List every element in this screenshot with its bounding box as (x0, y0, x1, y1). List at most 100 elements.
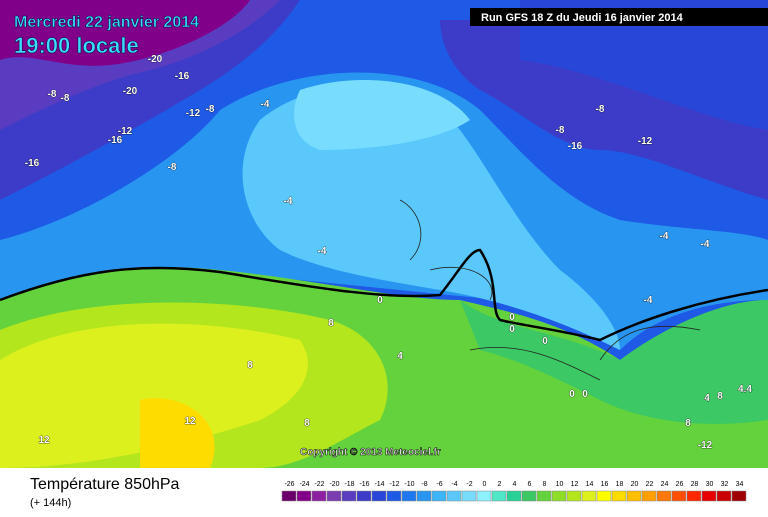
contour-label: -20 (148, 54, 163, 65)
zero-isotherm (0, 248, 768, 342)
contour-label: -16 (108, 135, 123, 146)
contour-label: 0 (542, 336, 548, 347)
legend-swatch (566, 490, 582, 502)
contour-label: -8 (48, 89, 57, 100)
legend-tick-label: 8 (543, 481, 547, 488)
legend-tick-label: -14 (374, 481, 384, 488)
legend-tick-label: -18 (344, 481, 354, 488)
legend-tick-label: 6 (528, 481, 532, 488)
legend-swatch (686, 490, 702, 502)
contour-label: -16 (175, 71, 190, 82)
legend-swatch (716, 490, 732, 502)
run-label: Run GFS 18 Z du Jeudi 16 janvier 2014 (481, 12, 684, 24)
legend-swatch (296, 490, 312, 502)
legend-title: Température 850hPa (30, 476, 180, 493)
legend-tick-label: 14 (586, 481, 594, 488)
legend-tick-label: -6 (436, 481, 442, 488)
contour-label: -8 (596, 104, 605, 115)
legend-swatch (671, 490, 687, 502)
legend-tick-label: 30 (706, 481, 714, 488)
legend-tick-label: -4 (451, 481, 457, 488)
contour-label: 4 (704, 393, 710, 404)
legend-swatch (446, 490, 462, 502)
contour-label: 8 (328, 318, 334, 329)
legend-swatch (596, 490, 612, 502)
legend-swatch (371, 490, 387, 502)
contour-label: 8 (247, 360, 253, 371)
legend-swatch (311, 490, 327, 502)
cold-area (520, 0, 768, 130)
legend-tick-label: 2 (498, 481, 502, 488)
legend-tick-label: 24 (661, 481, 669, 488)
legend-tick-label: 16 (601, 481, 609, 488)
contour-label: -12 (118, 126, 133, 137)
legend-tick-label: -16 (359, 481, 369, 488)
legend-tick-label: 34 (736, 481, 744, 488)
legend-swatch (641, 490, 657, 502)
contour-label: -8 (168, 162, 177, 173)
legend-tick-label: -10 (404, 481, 414, 488)
legend-tick-label: 32 (721, 481, 729, 488)
contour-label: 0 (582, 389, 588, 400)
legend-tick-label: 26 (676, 481, 684, 488)
legend-swatch (656, 490, 672, 502)
legend-swatch (551, 490, 567, 502)
legend-swatch (476, 490, 492, 502)
legend-swatch (626, 490, 642, 502)
contour-label: 12 (184, 416, 196, 427)
contour-label: -4 (701, 239, 710, 250)
warm-area (0, 323, 308, 468)
contour-label: -12 (638, 136, 653, 147)
legend-swatch (281, 490, 297, 502)
contour-label: -12 (698, 440, 713, 451)
contour-label: 4.4 (738, 384, 752, 395)
legend-tick-label: 4 (513, 481, 517, 488)
contour-label: 0 (509, 324, 515, 335)
copyright: Copyright © 2013 Meteociel.fr (300, 447, 441, 458)
contour-label: 0 (509, 312, 515, 323)
legend-swatch (506, 490, 522, 502)
legend-tick-label: 10 (556, 481, 564, 488)
contour-label: -4 (644, 295, 653, 306)
legend-swatch (491, 490, 507, 502)
contour-label: -8 (61, 93, 70, 104)
legend-swatch (326, 490, 342, 502)
contour-label: -8 (556, 125, 565, 136)
legend-tick-label: 18 (616, 481, 624, 488)
contour-label: 8 (717, 391, 723, 402)
coastline (399, 199, 701, 381)
time-label: 19:00 locale (14, 33, 139, 58)
contour-label: -16 (25, 158, 40, 169)
cold-area (0, 0, 250, 66)
contour-label: 0 (569, 389, 575, 400)
legend-swatch (461, 490, 477, 502)
legend-tick-label: 22 (646, 481, 654, 488)
legend-swatch (731, 490, 747, 502)
legend-tick-label: -8 (421, 481, 427, 488)
warm-area (460, 300, 768, 424)
contour-label: -4 (284, 196, 293, 207)
contour-label: 12 (38, 435, 50, 446)
legend-tick-label: -22 (314, 481, 324, 488)
contour-label: 0 (377, 295, 383, 306)
legend-tick-label: -20 (329, 481, 339, 488)
legend-swatch (416, 490, 432, 502)
legend-swatch (386, 490, 402, 502)
contour-label: 8 (304, 418, 310, 429)
legend-tick-label: 28 (691, 481, 699, 488)
contour-label: -12 (186, 108, 201, 119)
mild-area (294, 80, 470, 150)
legend-swatch (611, 490, 627, 502)
contour-label: 8 (685, 418, 691, 429)
legend-tick-label: 20 (631, 481, 639, 488)
contour-label: -4 (660, 231, 669, 242)
legend-panel (0, 468, 768, 512)
legend-tick-label: -12 (389, 481, 399, 488)
date-label: Mercredi 22 janvier 2014 (14, 14, 199, 31)
mild-area (242, 87, 620, 351)
legend-swatch (581, 490, 597, 502)
legend-swatch (356, 490, 372, 502)
run-box (470, 8, 768, 26)
legend-subtitle: (+ 144h) (30, 497, 71, 509)
